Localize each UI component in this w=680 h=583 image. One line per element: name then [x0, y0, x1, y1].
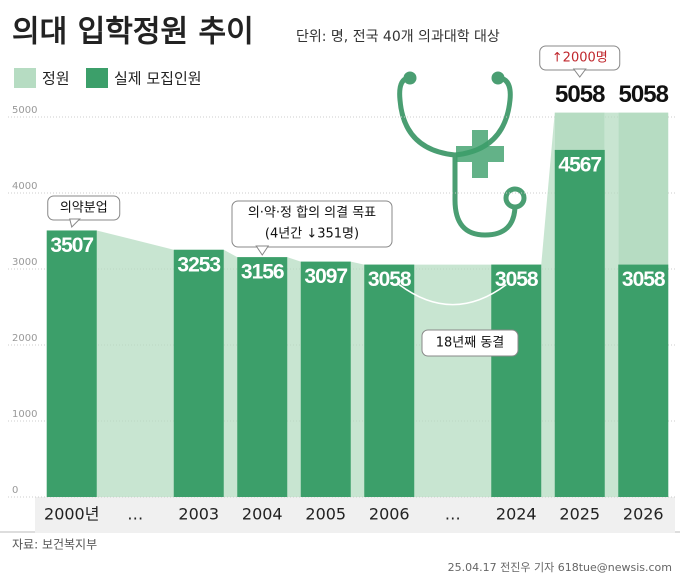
y-tick-label: 0: [12, 485, 18, 496]
data-label: 3507: [50, 234, 93, 257]
data-label: 3253: [177, 253, 220, 276]
x-tick-label: 2005: [305, 505, 346, 524]
stethoscope-icon: [397, 71, 527, 238]
x-tick-label: 2006: [369, 505, 410, 524]
credit: 25.04.17 전진우 기자 618tue@newsis.com: [448, 561, 672, 574]
data-label: 5058: [555, 81, 605, 108]
chart-title: 의대 입학정원 추이: [12, 15, 254, 50]
bar: [173, 249, 224, 497]
legend-label: 실제 모집인원: [114, 70, 202, 88]
data-label: 3058: [368, 268, 412, 291]
annotation-box: [231, 200, 393, 248]
cross-icon: [456, 130, 504, 178]
annotation: 의·약·정 합의 의결 목표: [248, 206, 376, 221]
x-tick-label: 2004: [242, 505, 283, 524]
annotation: (4년간 ↓351명): [265, 227, 359, 242]
bar: [46, 230, 97, 497]
legend-swatch: [14, 68, 36, 88]
axis-band: [35, 497, 675, 533]
data-label: 3058: [622, 268, 666, 291]
y-tick-label: 1000: [12, 409, 37, 420]
x-tick-label: 2003: [178, 505, 219, 524]
data-label: 4567: [558, 153, 601, 176]
trend-connector: [223, 249, 238, 497]
trend-connector: [287, 257, 301, 497]
data-label: 5058: [619, 81, 669, 108]
callout-pointer: [255, 245, 270, 256]
x-tick-label: …: [445, 505, 461, 524]
trend-connector: [541, 112, 555, 497]
x-tick-label: 2026: [623, 505, 664, 524]
y-tick-label: 5000: [12, 105, 37, 116]
y-tick-label: 3000: [12, 257, 37, 268]
x-tick-label: …: [127, 505, 143, 524]
bracket-arc: [398, 283, 507, 306]
bar: [491, 264, 542, 497]
callout-pointer: [572, 68, 587, 78]
data-label: 3156: [241, 261, 284, 284]
bar: [554, 149, 605, 497]
callout-pointer: [69, 218, 81, 228]
annotation-box: [421, 329, 519, 357]
chart-subtitle: 단위: 명, 전국 40개 의과대학 대상: [296, 29, 500, 45]
trend-connector: [350, 261, 365, 497]
annotation: 의약분업: [60, 201, 108, 216]
y-tick-label: 2000: [12, 333, 37, 344]
source: 자료: 보건복지부: [12, 538, 97, 552]
legend-swatch: [86, 68, 108, 88]
trend-connector: [604, 112, 619, 497]
bar: [237, 257, 288, 497]
bar: [364, 264, 415, 497]
annotation: 18년째 동결: [436, 336, 505, 351]
x-tick-label: 2024: [496, 505, 537, 524]
y-tick-label: 4000: [12, 181, 37, 192]
trend-connector: [414, 264, 492, 497]
annotation-box: [47, 195, 121, 221]
bar: [300, 261, 351, 497]
annotation: ↑2000명: [552, 51, 608, 66]
legend-label: 정원: [42, 70, 70, 88]
data-label: 3097: [304, 265, 347, 288]
x-tick-label: 2000년: [44, 505, 99, 524]
x-tick-label: 2025: [559, 505, 600, 524]
trend-connector: [96, 230, 174, 497]
bar: [618, 264, 669, 497]
